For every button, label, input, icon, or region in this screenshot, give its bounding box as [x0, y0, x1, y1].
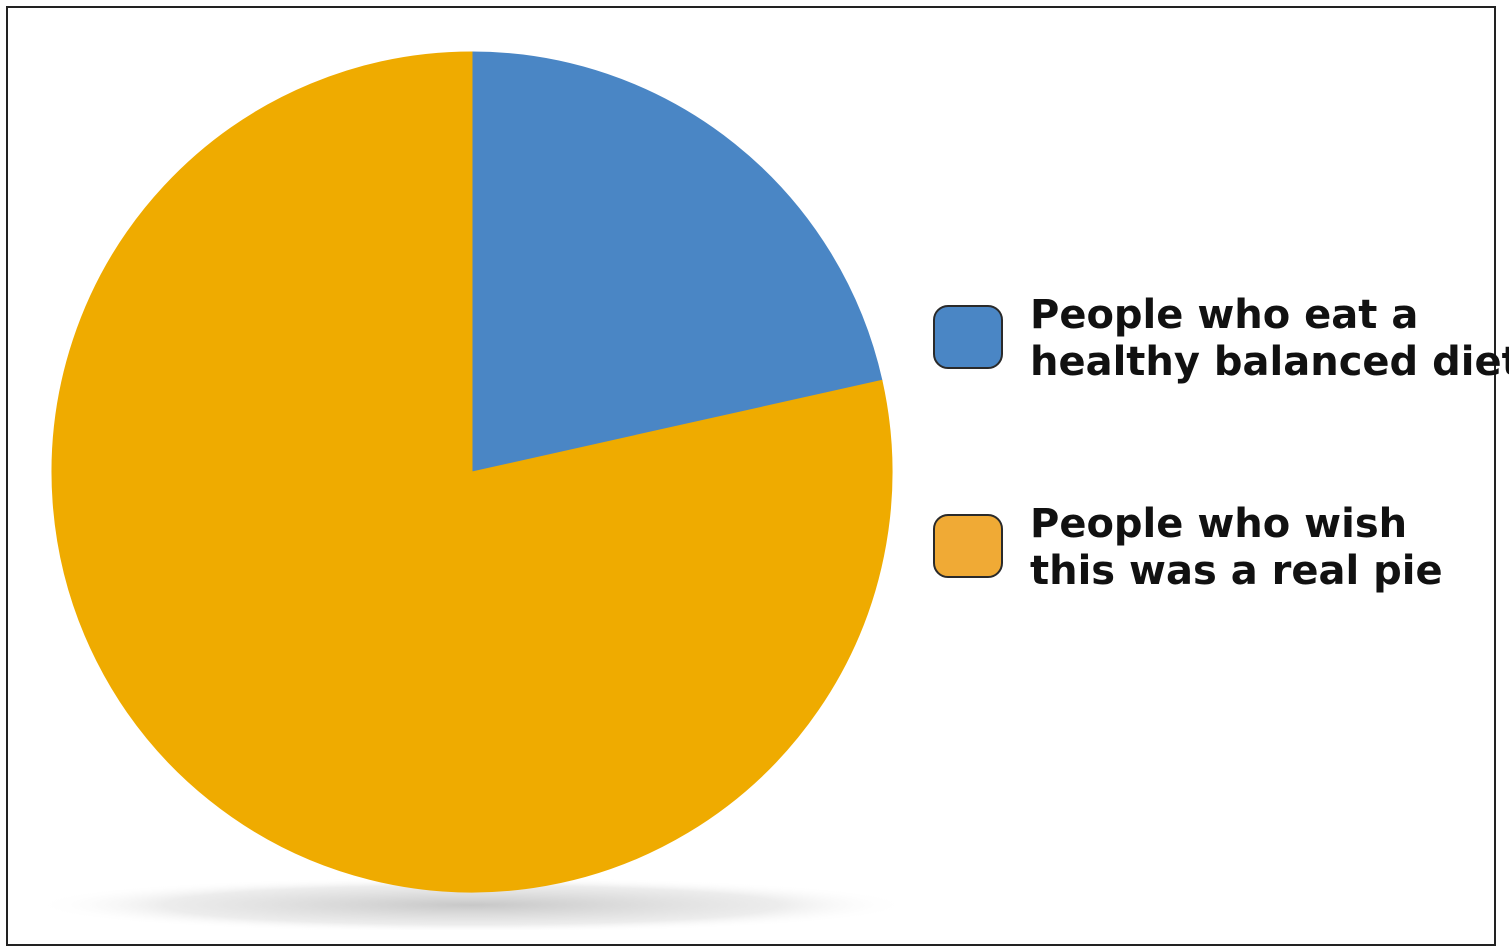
legend-label-0-line-1: healthy balanced diet [1030, 339, 1509, 385]
legend-label-0-line-0: People who eat a [1030, 292, 1418, 338]
legend-swatch-0 [933, 305, 1003, 369]
pie-shadow [32, 877, 912, 930]
pie-slice-1 [51, 51, 893, 893]
legend-label-1-line-0: People who wish [1030, 501, 1407, 547]
legend-swatch-1 [933, 514, 1003, 578]
pie-slice-0 [471, 51, 883, 473]
pie-slices [51, 51, 893, 893]
legend-label-1-line-1: this was a real pie [1030, 548, 1443, 594]
